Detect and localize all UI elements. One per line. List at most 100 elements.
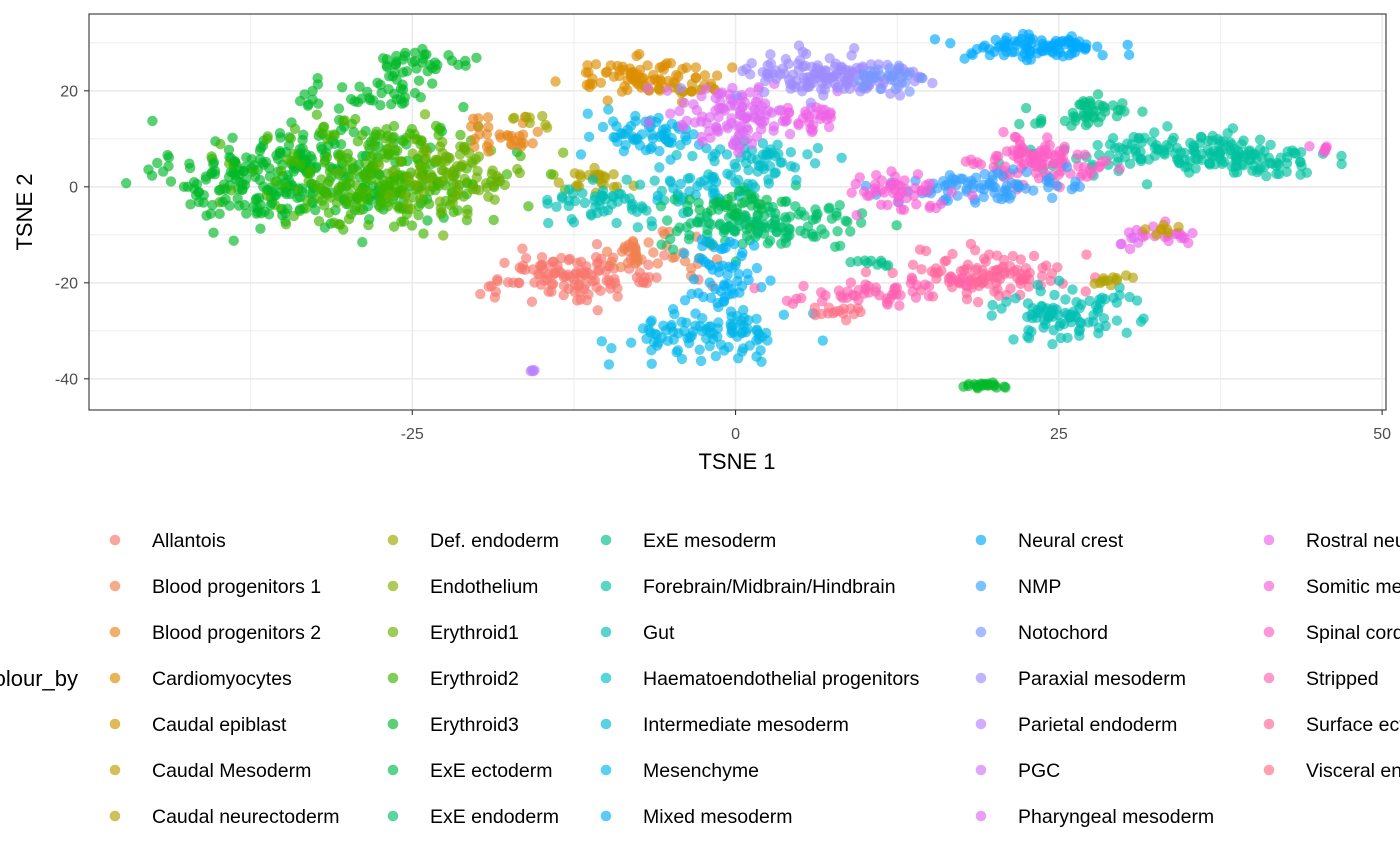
scatter-point <box>1336 150 1347 162</box>
scatter-point <box>726 311 737 322</box>
scatter-point <box>971 262 983 274</box>
scatter-point <box>608 132 619 143</box>
scatter-point <box>1072 149 1083 160</box>
scatter-point <box>875 83 886 95</box>
scatter-point <box>855 217 867 228</box>
scatter-point <box>695 355 707 367</box>
scatter-point <box>1319 146 1331 157</box>
scatter-point <box>217 196 228 208</box>
scatter-point <box>571 295 583 306</box>
scatter-point <box>351 201 362 212</box>
legend-key <box>600 764 612 776</box>
scatter-point <box>1117 144 1129 155</box>
scatter-point <box>280 186 291 198</box>
scatter-point <box>860 266 872 278</box>
scatter-point <box>391 94 402 105</box>
scatter-point <box>1074 324 1086 335</box>
scatter-point <box>1046 268 1058 279</box>
x-tick-label: 50 <box>1373 426 1391 443</box>
scatter-point <box>962 259 974 270</box>
scatter-point <box>620 139 631 151</box>
scatter-point <box>676 316 687 327</box>
scatter-point <box>1086 168 1097 180</box>
scatter-point <box>198 190 210 201</box>
scatter-point <box>344 188 355 199</box>
scatter-point <box>563 184 575 195</box>
scatter-point <box>363 219 374 231</box>
scatter-point <box>392 145 403 156</box>
scatter-point <box>517 260 529 271</box>
scatter-point <box>270 176 281 187</box>
scatter-point <box>228 235 239 246</box>
scatter-point <box>592 305 603 316</box>
scatter-point <box>1271 157 1283 169</box>
scatter-point <box>654 131 665 142</box>
scatter-point <box>697 313 708 324</box>
scatter-point <box>1079 149 1091 160</box>
scatter-point <box>978 191 989 203</box>
scatter-point <box>157 166 169 177</box>
scatter-point <box>823 121 835 133</box>
scatter-point <box>665 57 677 69</box>
scatter-point <box>726 113 737 124</box>
legend-key <box>109 810 121 822</box>
scatter-point <box>1084 295 1095 307</box>
scatter-point <box>458 101 469 113</box>
scatter-point <box>1080 119 1092 131</box>
scatter-point <box>564 253 576 265</box>
legend-label: Notochord <box>1018 622 1108 644</box>
legend-key <box>975 718 987 730</box>
scatter-point <box>499 179 510 191</box>
scatter-point <box>646 216 657 227</box>
scatter-point <box>910 292 922 303</box>
scatter-point <box>436 206 448 218</box>
scatter-point <box>630 110 641 122</box>
scatter-point <box>678 97 690 109</box>
scatter-point <box>686 78 698 90</box>
scatter-point <box>889 177 900 189</box>
scatter-point <box>239 199 250 211</box>
scatter-point <box>1140 224 1151 235</box>
scatter-point <box>1023 333 1035 344</box>
scatter-point <box>1183 237 1194 249</box>
scatter-point <box>882 199 893 211</box>
scatter-point <box>325 192 336 203</box>
scatter-point <box>688 129 699 140</box>
scatter-point <box>1057 153 1069 164</box>
scatter-point <box>1093 303 1104 314</box>
scatter-point <box>406 123 418 135</box>
scatter-point <box>541 122 553 133</box>
scatter-point <box>819 104 830 116</box>
y-tick-label: -40 <box>55 371 78 388</box>
scatter-point <box>802 149 813 160</box>
scatter-point <box>960 280 971 291</box>
scatter-point <box>656 239 667 250</box>
legend-key <box>600 534 612 546</box>
legend-key <box>387 718 399 730</box>
scatter-point <box>396 216 407 227</box>
scatter-point <box>697 326 708 337</box>
legend-label: Erythroid3 <box>430 714 519 736</box>
legend-key <box>387 672 399 684</box>
scatter-point <box>963 378 974 390</box>
scatter-point <box>223 144 235 155</box>
scatter-point <box>675 139 686 151</box>
scatter-point <box>634 267 646 278</box>
scatter-point <box>1047 338 1058 350</box>
scatter-point <box>1022 298 1034 309</box>
scatter-point <box>1074 181 1086 192</box>
scatter-point <box>596 177 607 189</box>
scatter-point <box>1036 35 1047 46</box>
scatter-point <box>632 222 644 233</box>
legend-key <box>109 626 121 638</box>
scatter-point <box>914 244 926 255</box>
scatter-point <box>626 72 637 83</box>
scatter-point <box>513 277 525 289</box>
scatter-point <box>696 217 707 228</box>
scatter-point <box>1004 261 1016 272</box>
scatter-point <box>621 174 632 185</box>
scatter-point <box>660 325 672 336</box>
scatter-point <box>471 172 482 183</box>
scatter-point <box>286 155 297 167</box>
scatter-point <box>746 200 757 211</box>
